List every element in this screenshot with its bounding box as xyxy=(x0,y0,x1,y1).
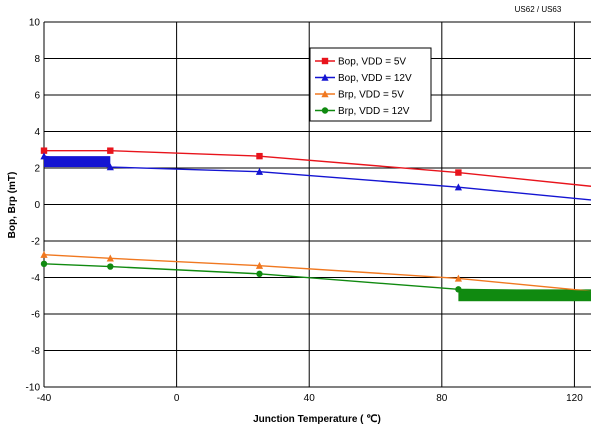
x-tick-label: 120 xyxy=(566,393,583,404)
x-tick-label: -40 xyxy=(37,393,52,404)
legend-label-brp-vdd-5v: Brp, VDD = 5V xyxy=(338,90,404,101)
data-point-brp-vdd-12v xyxy=(256,270,263,278)
data-point-bop-vdd-12v xyxy=(40,152,48,160)
series-markers xyxy=(40,147,462,293)
data-point-bop-vdd-5v xyxy=(107,147,114,154)
y-tick-labels: -10 -8 -6 -4 -2 0 2 4 6 8 10 xyxy=(26,18,41,394)
data-point-brp-vdd-12v xyxy=(107,263,114,270)
band-brp-vdd-12v xyxy=(458,289,591,302)
data-point-brp-vdd-5v xyxy=(255,261,264,269)
legend-label-bop-vdd-12v: Bop, VDD = 12V xyxy=(338,73,412,84)
legend-marker-brp-vdd-12v xyxy=(321,107,329,114)
legend-marker-brp-vdd-5v xyxy=(321,90,329,98)
x-axis-label: Junction Temperature ( ℃) xyxy=(253,414,381,425)
legend-marker-bop-vdd-12v xyxy=(321,73,329,81)
data-point-bop-vdd-12v xyxy=(106,163,114,171)
x-tick-label: 0 xyxy=(174,393,180,404)
y-tick-label: -8 xyxy=(31,346,40,357)
legend-label-brp-vdd-12v: Brp, VDD = 12V xyxy=(338,106,410,117)
data-point-bop-vdd-12v xyxy=(454,183,462,191)
data-point-bop-vdd-5v xyxy=(455,169,462,176)
data-point-brp-vdd-12v xyxy=(40,260,48,268)
corner-label: US62 / US63 xyxy=(515,5,562,14)
data-point-brp-vdd-5v xyxy=(106,254,114,262)
x-tick-label: 80 xyxy=(436,393,448,404)
y-tick-label: -4 xyxy=(31,273,40,284)
data-point-brp-vdd-5v xyxy=(40,250,48,258)
data-point-bop-vdd-5v xyxy=(256,152,263,160)
data-point-bop-vdd-5v xyxy=(40,147,48,154)
data-point-bop-vdd-12v xyxy=(255,167,264,175)
y-tick-label: 10 xyxy=(29,18,41,29)
x-tick-label: 40 xyxy=(304,393,316,404)
legend-box xyxy=(309,47,432,122)
y-axis-label: Bop, Brp (mT) xyxy=(7,172,18,239)
legend-label-bop-vdd-5v: Bop, VDD = 5V xyxy=(338,57,406,68)
data-point-brp-vdd-12v xyxy=(455,286,462,293)
y-tick-label: -6 xyxy=(31,310,40,321)
y-tick-label: 4 xyxy=(34,127,40,138)
legend: Bop, VDD = 5V Bop, VDD = 12V Brp, VDD = 5V… xyxy=(309,47,432,122)
y-tick-label: -10 xyxy=(26,383,41,394)
legend-items: Bop, VDD = 5V Bop, VDD = 12V Brp, VDD = 5V… xyxy=(315,57,412,117)
y-tick-label: 6 xyxy=(34,91,40,102)
legend-marker-bop-vdd-5v xyxy=(321,57,329,65)
y-tick-label: -2 xyxy=(31,237,40,248)
x-tick-labels: -40 0 40 80 120 xyxy=(37,393,583,404)
y-tick-label: 8 xyxy=(34,54,40,65)
data-point-brp-vdd-5v xyxy=(454,274,462,282)
y-tick-label: 2 xyxy=(34,164,40,175)
y-tick-label: 0 xyxy=(34,200,40,211)
